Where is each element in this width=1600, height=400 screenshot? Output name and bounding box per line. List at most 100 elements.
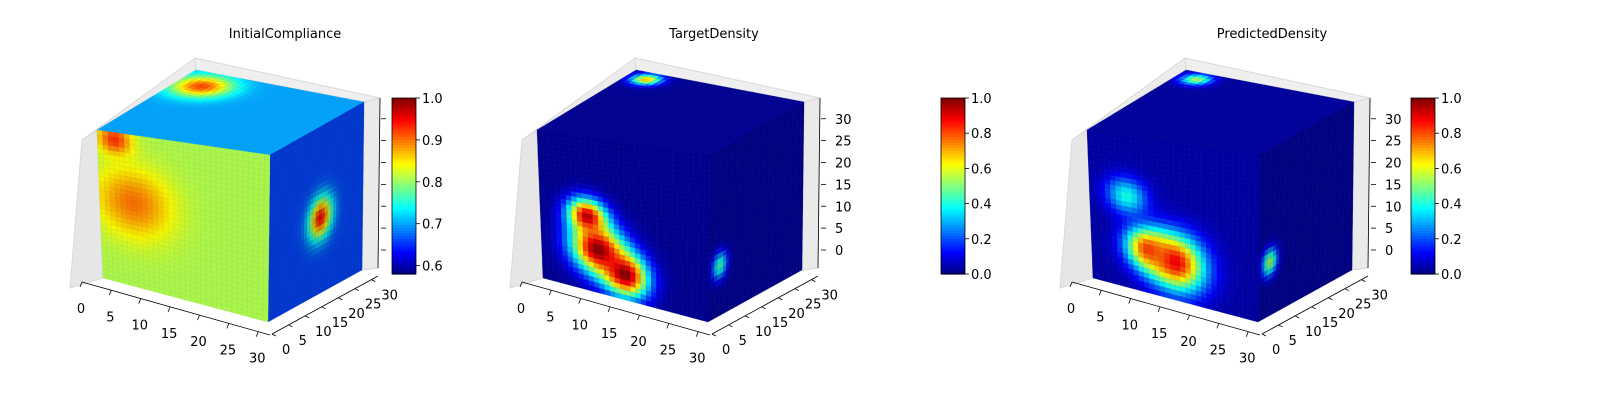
voxel xyxy=(264,159,271,166)
voxel xyxy=(253,152,260,159)
voxel xyxy=(231,169,238,176)
voxel xyxy=(248,162,254,169)
chart-title: TargetDensity xyxy=(668,27,759,42)
x-tick-label: 30 xyxy=(249,352,266,367)
voxel xyxy=(231,164,238,171)
x-tick-label: 20 xyxy=(190,335,207,350)
voxel xyxy=(226,153,233,160)
voxel xyxy=(264,174,270,182)
voxel xyxy=(221,152,227,160)
y-tick-mark xyxy=(304,315,310,319)
x-tick-mark xyxy=(226,323,230,329)
y-tick-label: 25 xyxy=(365,298,382,313)
voxel xyxy=(231,307,238,314)
x-tick-label: 5 xyxy=(106,310,114,325)
x-tick-label: 25 xyxy=(220,343,237,358)
y-tick-mark xyxy=(321,306,326,310)
voxel xyxy=(264,180,270,187)
voxel xyxy=(199,159,206,166)
voxel xyxy=(237,175,244,182)
voxel xyxy=(258,199,265,207)
colorbar-tick-label: 0.8 xyxy=(422,176,443,191)
colorbar-step xyxy=(392,98,416,102)
colorbar-tick-label: 1.0 xyxy=(422,92,443,107)
voxel xyxy=(257,313,264,321)
pane-right xyxy=(361,97,381,271)
voxel xyxy=(188,148,195,155)
voxel xyxy=(210,146,217,153)
y-tick-mark xyxy=(338,297,343,301)
voxel xyxy=(247,192,254,200)
y-tick-label: 15 xyxy=(332,316,349,331)
x-tick-label: 15 xyxy=(161,327,178,342)
voxel xyxy=(264,154,271,161)
y-tick-label: 0 xyxy=(282,343,290,358)
voxel xyxy=(167,149,174,156)
colorbar-tick-label: 0.7 xyxy=(422,218,443,233)
voxel xyxy=(221,147,227,154)
voxel xyxy=(226,148,233,155)
voxel xyxy=(204,145,211,152)
voxel xyxy=(248,156,254,164)
voxel xyxy=(177,141,184,148)
voxel xyxy=(248,167,254,174)
axes-panes xyxy=(69,57,381,289)
voxel xyxy=(183,152,190,159)
x-tick-label: 0 xyxy=(77,302,85,317)
voxel xyxy=(237,150,244,157)
voxel xyxy=(264,164,271,171)
voxel xyxy=(258,194,265,202)
voxel xyxy=(215,167,222,174)
voxel xyxy=(194,143,200,150)
voxel xyxy=(237,155,244,162)
y-tick-label: 10 xyxy=(315,325,332,340)
chart-title: InitialCompliance xyxy=(229,27,342,42)
voxel xyxy=(231,154,238,161)
y-tick-label: 30 xyxy=(381,289,398,304)
voxel xyxy=(231,159,238,166)
voxel xyxy=(194,148,200,155)
voxel xyxy=(247,311,253,319)
voxel xyxy=(172,150,179,157)
voxel xyxy=(183,157,190,164)
y-tick-label: 20 xyxy=(348,307,365,322)
voxel xyxy=(162,153,168,160)
voxel xyxy=(172,145,179,152)
voxel xyxy=(210,156,217,163)
colorbar: 0.6 0.7 0.8 0.9 1.0 xyxy=(391,92,443,275)
voxel xyxy=(172,140,179,147)
voxel xyxy=(199,154,206,161)
x-tick-mark xyxy=(197,314,200,321)
x-tick-mark xyxy=(138,298,142,304)
voxel xyxy=(215,152,222,159)
colorbar-tick-label: 0.9 xyxy=(422,134,443,149)
x-tick-mark xyxy=(109,290,112,296)
voxel xyxy=(172,155,179,162)
voxel xyxy=(221,304,227,312)
voxel xyxy=(258,184,265,191)
voxel xyxy=(258,163,265,170)
voxel xyxy=(199,144,206,151)
voxel xyxy=(215,147,222,154)
x-tick-label: 10 xyxy=(131,319,148,334)
x-tick-mark xyxy=(167,306,171,312)
colorbar-tick-label: 0.6 xyxy=(422,260,443,275)
voxel xyxy=(161,144,168,151)
pane-right xyxy=(801,97,821,271)
voxel xyxy=(215,157,222,164)
panel-targetdensity: TargetDensity051015202530051015202530051… xyxy=(509,27,992,367)
voxel xyxy=(253,173,260,180)
panel-initialcompliance: InitialCompliance05101520253005101520253… xyxy=(69,27,443,367)
voxel xyxy=(151,152,158,159)
voxel xyxy=(178,146,184,153)
voxel xyxy=(253,188,260,196)
voxel xyxy=(226,158,233,165)
voxel xyxy=(210,161,217,168)
voxel xyxy=(258,168,265,176)
voxel xyxy=(258,158,265,165)
y-tick-mark xyxy=(288,324,293,328)
voxel xyxy=(211,301,217,309)
voxel xyxy=(242,150,249,158)
voxel xyxy=(258,153,265,160)
